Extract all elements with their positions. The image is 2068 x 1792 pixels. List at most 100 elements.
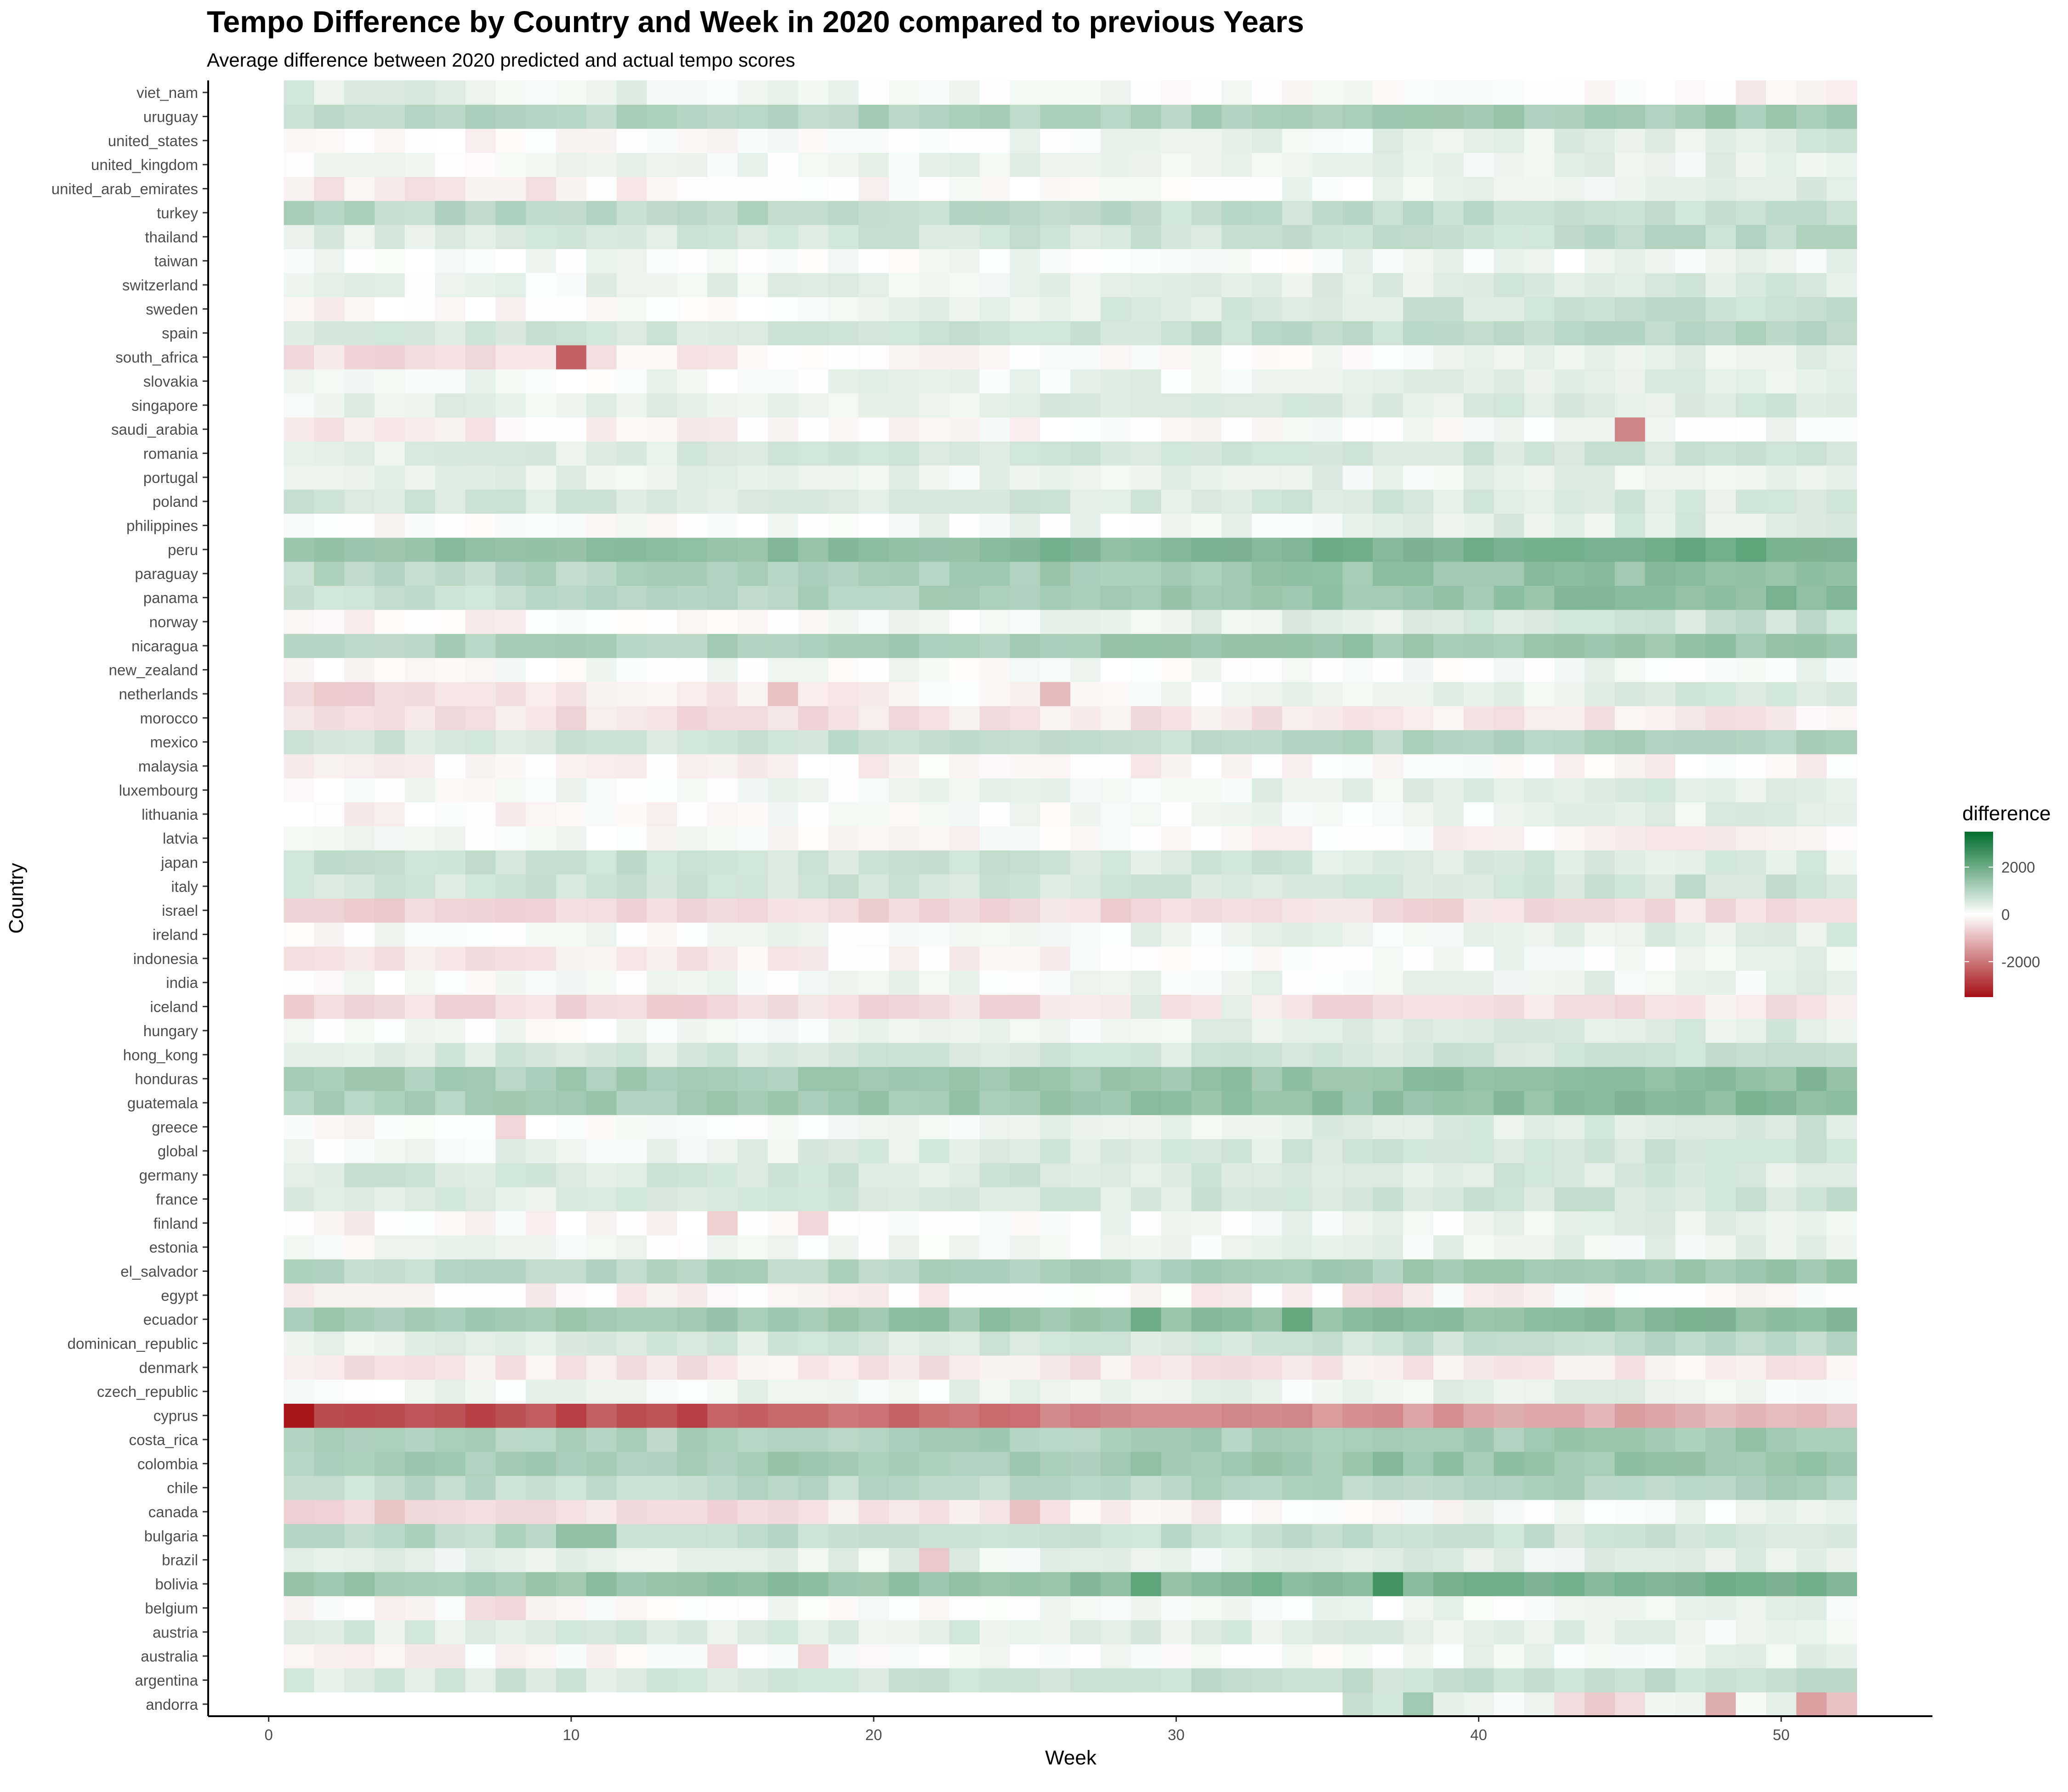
heatmap-cell [647,970,677,995]
heatmap-cell [1705,1187,1736,1212]
heatmap-cell [404,1307,436,1332]
heatmap-cell [1131,537,1162,562]
heatmap-cell [586,681,617,706]
heatmap-cell [858,1283,889,1308]
heatmap-cell [1796,946,1827,971]
heatmap-cell [1312,1571,1343,1596]
heatmap-cell [919,393,950,418]
heatmap-cell [1040,778,1071,803]
heatmap-cell [1433,922,1464,947]
heatmap-cell [1161,1043,1192,1067]
heatmap-cell [1463,1355,1494,1380]
heatmap-cell [858,1235,889,1259]
heatmap-cell [647,1571,677,1596]
heatmap-cell [677,898,708,923]
heatmap-cell [1070,128,1101,153]
heatmap-cell [1070,585,1101,610]
heatmap-cell [1675,1331,1706,1356]
heatmap-cell [798,225,829,250]
heatmap-cell [375,1307,405,1332]
heatmap-cell [677,249,708,273]
heatmap-cell [1675,681,1706,706]
heatmap-cell [1433,393,1464,418]
heatmap-cell [1221,537,1252,562]
heatmap-cell [677,1427,708,1452]
heatmap-cell [798,850,829,875]
heatmap-cell [1161,1475,1192,1500]
heatmap-cell [1282,1018,1313,1043]
heatmap-cell [1766,1139,1797,1163]
heatmap-cell [828,200,859,225]
heatmap-cell [737,634,768,658]
heatmap-cell [1040,1548,1071,1572]
heatmap-cell [1070,946,1101,971]
heatmap-cell [737,297,768,322]
heatmap-cell [1373,128,1403,153]
heatmap-cell [314,1524,345,1548]
heatmap-cell [828,802,859,827]
heatmap-cell [435,658,466,682]
heatmap-cell [1342,1043,1373,1067]
heatmap-cell [1070,1187,1101,1212]
heatmap-cell [375,634,405,658]
heatmap-cell [1342,225,1373,250]
heatmap-cell [858,658,889,682]
heatmap-cell [1585,609,1615,634]
heatmap-cell [1463,176,1494,201]
heatmap-cell [798,1235,829,1259]
heatmap-cell [1161,826,1192,851]
heatmap-cell [1403,826,1434,851]
heatmap-cell [284,1524,314,1548]
heatmap-cell [798,1475,829,1500]
heatmap-cell [1433,1620,1464,1645]
heatmap-cell [767,898,799,923]
heatmap-cell [1433,225,1464,250]
heatmap-cell [404,1379,436,1404]
heatmap-cell [284,826,314,851]
heatmap-cell [495,634,526,658]
heatmap-cell [1131,272,1162,297]
heatmap-cell [1524,417,1555,442]
heatmap-cell [1403,369,1434,394]
heatmap-cell [677,754,708,778]
heatmap-cell [1463,153,1494,177]
heatmap-cell [586,1427,617,1452]
heatmap-cell [284,80,314,105]
heatmap-cell [495,417,526,442]
heatmap-cell [1010,1596,1040,1621]
heatmap-cell [586,850,617,875]
heatmap-cell [1070,80,1101,105]
heatmap-cell [919,200,950,225]
heatmap-cell [1736,417,1767,442]
heatmap-cell [1342,1163,1373,1187]
y-tick-label: el_salvador [120,1263,198,1280]
heatmap-cell [1614,321,1646,346]
heatmap-cell [677,1259,708,1284]
heatmap-cell [465,874,496,899]
heatmap-cell [526,1524,557,1548]
heatmap-cell [1705,1692,1736,1717]
heatmap-cell [1494,1427,1524,1452]
heatmap-cell [767,922,799,947]
heatmap-cell [1100,1524,1131,1548]
heatmap-cell [1524,537,1555,562]
heatmap-cell [1251,658,1283,682]
heatmap-cell [1675,609,1706,634]
heatmap-cell [979,1235,1010,1259]
heatmap-cell [435,1668,466,1693]
heatmap-cell [1585,730,1615,754]
heatmap-cell [1131,658,1162,682]
heatmap-cell [1251,1355,1283,1380]
heatmap-cell [979,537,1010,562]
heatmap-cell [889,1331,920,1356]
heatmap-cell [1766,1283,1797,1308]
heatmap-cell [1736,1548,1767,1572]
heatmap-cell [949,802,980,827]
heatmap-cell [1191,417,1222,442]
heatmap-cell [404,1524,436,1548]
heatmap-cell [1373,369,1403,394]
heatmap-cell [1524,1596,1555,1621]
heatmap-cell [1463,681,1494,706]
heatmap-cell [1312,1644,1343,1668]
heatmap-cell [1342,1692,1373,1717]
